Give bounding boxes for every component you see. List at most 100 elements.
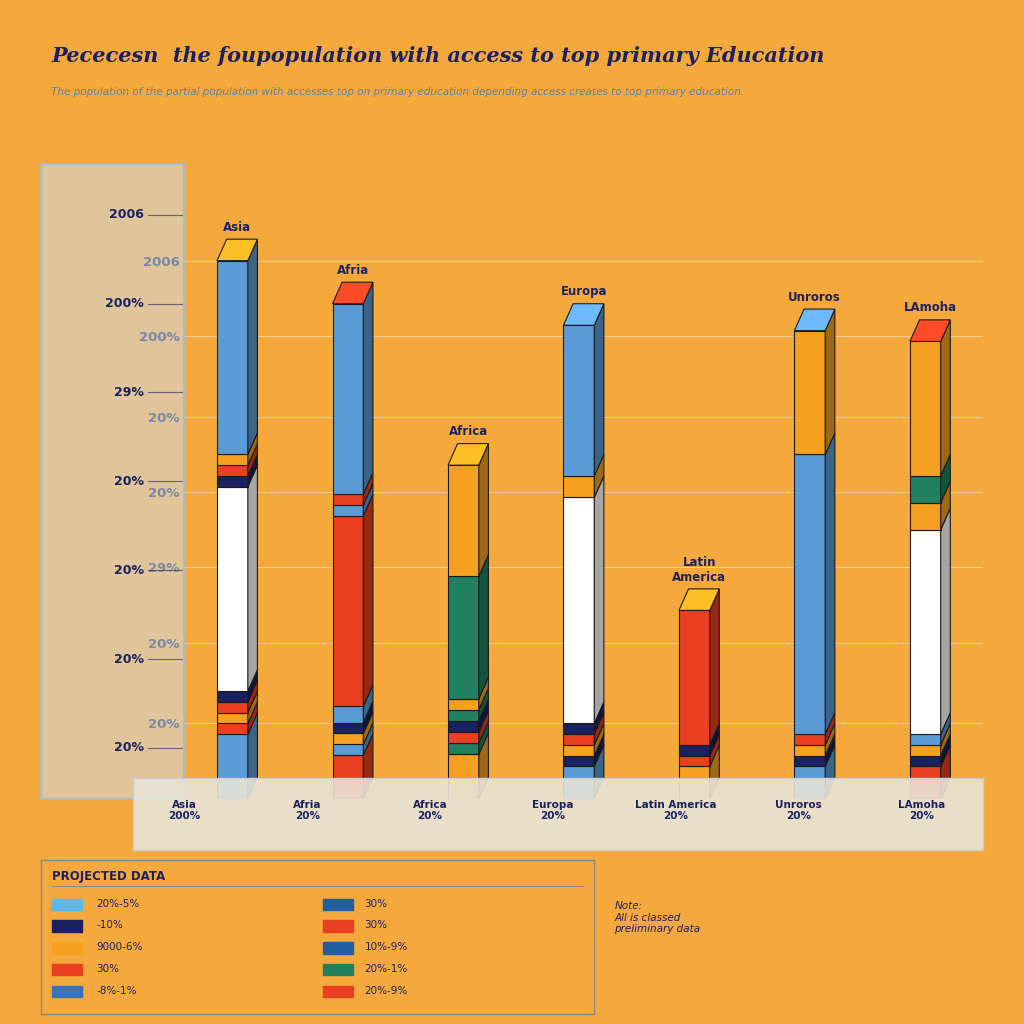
Text: Europa
20%: Europa 20% [532, 800, 573, 821]
Bar [679, 744, 710, 756]
Bar [447, 465, 479, 577]
Polygon shape [941, 455, 950, 503]
Text: 20%-9%: 20%-9% [365, 986, 408, 995]
Bar [795, 734, 825, 744]
Bar [795, 766, 825, 799]
Text: 20%: 20% [115, 652, 144, 666]
Bar [447, 710, 479, 721]
Bar [910, 756, 941, 766]
Text: Asia: Asia [223, 221, 251, 233]
Bar [217, 455, 248, 465]
Polygon shape [479, 699, 488, 732]
Bar [217, 691, 248, 701]
Bar [910, 734, 941, 744]
Text: Unroros
20%: Unroros 20% [775, 800, 822, 821]
Polygon shape [248, 455, 257, 486]
Bar [333, 707, 364, 723]
Polygon shape [941, 734, 950, 766]
Bar [447, 743, 479, 755]
Text: Afria
20%: Afria 20% [293, 800, 322, 821]
Polygon shape [248, 443, 257, 476]
Polygon shape [825, 734, 835, 766]
Bar [563, 326, 594, 476]
Polygon shape [364, 733, 373, 799]
Text: Latin
America: Latin America [672, 555, 726, 584]
Text: Note:
All is classed
preliminary data: Note: All is classed preliminary data [614, 901, 700, 934]
Bar [910, 766, 941, 799]
Polygon shape [710, 734, 720, 766]
Polygon shape [479, 733, 488, 799]
Text: 2006: 2006 [110, 208, 144, 221]
Bar [563, 498, 594, 723]
Polygon shape [479, 711, 488, 743]
FancyBboxPatch shape [52, 985, 83, 997]
FancyBboxPatch shape [323, 942, 353, 953]
Polygon shape [710, 744, 720, 799]
Polygon shape [941, 744, 950, 799]
Polygon shape [825, 309, 835, 455]
Text: 30%: 30% [96, 964, 119, 974]
Polygon shape [248, 465, 257, 691]
Text: 20%-5%: 20%-5% [96, 899, 139, 908]
Bar [910, 744, 941, 756]
Polygon shape [594, 713, 604, 744]
Bar [910, 341, 941, 476]
Bar [563, 723, 594, 734]
Polygon shape [364, 723, 373, 756]
Text: Latin America
20%: Latin America 20% [635, 800, 717, 821]
Text: 10%-9%: 10%-9% [365, 942, 408, 952]
Polygon shape [941, 481, 950, 529]
FancyBboxPatch shape [52, 899, 83, 910]
Bar [563, 744, 594, 756]
Text: Europa: Europa [560, 286, 607, 298]
Text: 20%: 20% [115, 475, 144, 487]
Polygon shape [825, 744, 835, 799]
Bar [679, 610, 710, 744]
Bar [795, 331, 825, 455]
FancyBboxPatch shape [52, 942, 83, 953]
Polygon shape [364, 712, 373, 744]
Polygon shape [248, 433, 257, 465]
Text: Asia
200%: Asia 200% [168, 800, 201, 821]
Polygon shape [941, 713, 950, 744]
Polygon shape [594, 476, 604, 723]
Bar [563, 476, 594, 498]
Bar [910, 503, 941, 529]
Text: -8%-1%: -8%-1% [96, 986, 137, 995]
Bar [217, 476, 248, 486]
Bar [563, 756, 594, 766]
Polygon shape [710, 589, 720, 744]
Bar [333, 516, 364, 707]
Polygon shape [594, 304, 604, 476]
Polygon shape [364, 283, 373, 495]
Bar [795, 455, 825, 734]
Polygon shape [825, 713, 835, 744]
Polygon shape [248, 691, 257, 723]
Polygon shape [447, 443, 488, 465]
Bar [333, 723, 364, 733]
Bar [217, 486, 248, 691]
Polygon shape [364, 495, 373, 707]
Text: Unroros: Unroros [788, 291, 841, 304]
Bar [563, 734, 594, 744]
Polygon shape [479, 677, 488, 710]
Polygon shape [941, 508, 950, 734]
Polygon shape [825, 723, 835, 756]
Polygon shape [364, 701, 373, 733]
Text: PROJECTED DATA: PROJECTED DATA [52, 870, 165, 884]
Text: 200%: 200% [105, 297, 144, 310]
Text: 29%: 29% [115, 386, 144, 399]
Text: 20%: 20% [115, 563, 144, 577]
Text: Africa
20%: Africa 20% [413, 800, 447, 821]
Text: Pececesn  the foupopulation with access to top primary Education: Pececesn the foupopulation with access t… [51, 46, 824, 67]
Text: Afria: Afria [337, 264, 369, 276]
Polygon shape [710, 723, 720, 756]
FancyBboxPatch shape [52, 964, 83, 975]
FancyBboxPatch shape [323, 985, 353, 997]
Bar [910, 529, 941, 734]
Bar [795, 756, 825, 766]
Bar [217, 465, 248, 476]
Polygon shape [825, 433, 835, 734]
Bar [447, 577, 479, 698]
Polygon shape [594, 734, 604, 766]
